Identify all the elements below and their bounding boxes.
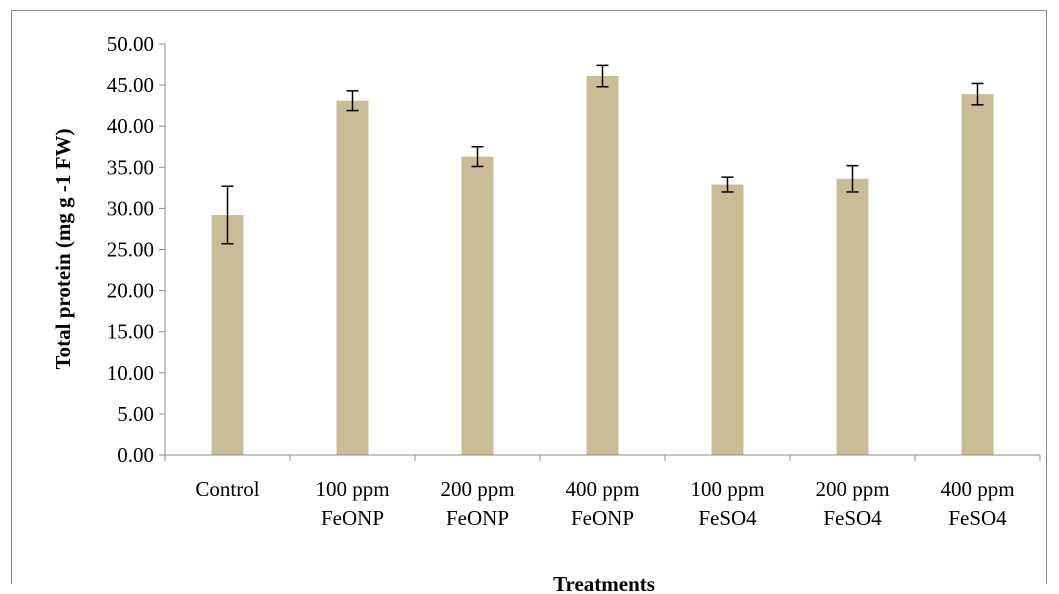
bar (336, 100, 369, 455)
x-tick-label: FeONP (446, 506, 509, 530)
bars (211, 76, 994, 456)
y-axis: 0.00 5.00 10.00 15.00 20.00 25.00 30.00 35.00 40… (107, 32, 166, 467)
bar (961, 94, 994, 455)
y-tick-label: 0.00 (117, 443, 154, 467)
y-tick-label: 20.00 (107, 279, 154, 303)
x-tick-label: 400 ppm (565, 477, 639, 501)
x-tick-label: 400 ppm (940, 477, 1014, 501)
x-tick-label: FeSO4 (823, 506, 882, 530)
x-axis: Control 100 ppm FeONP 200 ppm FeONP 400 ppm Fe… (164, 454, 1041, 530)
x-tick-label: FeSO4 (698, 506, 757, 530)
x-tick-label: 200 ppm (440, 477, 514, 501)
y-tick-label: 50.00 (107, 32, 154, 56)
y-tick-label: 25.00 (107, 238, 154, 262)
x-tick-label: FeONP (321, 506, 384, 530)
bar (836, 178, 869, 456)
y-tick-label: 45.00 (107, 73, 154, 97)
x-tick-label: FeSO4 (948, 506, 1007, 530)
bar (711, 184, 744, 455)
x-tick-label: 100 ppm (690, 477, 764, 501)
error-bars (221, 64, 984, 245)
x-axis-title: Treatments (553, 572, 655, 594)
y-tick-label: 10.00 (107, 361, 154, 385)
y-tick-label: 15.00 (107, 320, 154, 344)
bar (586, 76, 619, 456)
x-tick-label: FeONP (571, 506, 634, 530)
y-tick-label: 35.00 (107, 155, 154, 179)
x-tick-label: Control (195, 477, 259, 501)
x-tick-label: 100 ppm (315, 477, 389, 501)
bar (461, 156, 494, 455)
y-tick-label: 5.00 (117, 402, 154, 426)
y-tick-label: 40.00 (107, 114, 154, 138)
y-axis-title: Total protein (mg g -1 FW) (51, 129, 75, 370)
chart-frame (11, 10, 1047, 584)
x-tick-label: 200 ppm (815, 477, 889, 501)
bar (211, 214, 244, 455)
y-tick-label: 30.00 (107, 196, 154, 220)
